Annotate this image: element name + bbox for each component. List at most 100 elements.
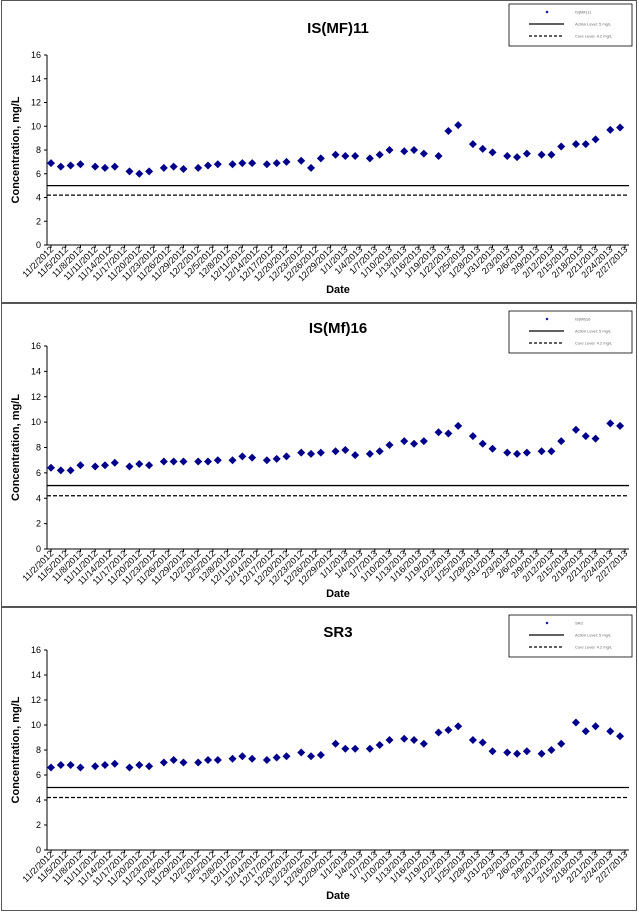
y-tick-label: 4 [36, 493, 41, 503]
data-point [307, 449, 316, 458]
legend-entry-label: Action Level: 5 mg/L [575, 633, 612, 638]
chart-title: IS(Mf)16 [309, 320, 367, 337]
data-point [591, 722, 600, 731]
data-point [351, 744, 360, 753]
data-point [213, 160, 222, 169]
data-point [316, 751, 325, 759]
y-tick-label: 14 [31, 366, 41, 376]
data-point [228, 754, 237, 763]
data-point [513, 749, 522, 758]
data-point [228, 160, 237, 169]
data-point [169, 162, 178, 171]
data-point [365, 154, 374, 163]
data-point [454, 421, 463, 430]
data-point [179, 165, 188, 173]
data-point [503, 151, 512, 160]
data-point [581, 140, 590, 149]
y-tick-label: 6 [36, 169, 41, 179]
data-point [488, 747, 497, 756]
data-point [56, 162, 65, 171]
data-point [616, 421, 625, 430]
data-point [454, 121, 463, 130]
data-point [145, 762, 154, 771]
y-tick-label: 8 [36, 745, 41, 755]
data-point [591, 135, 600, 144]
legend-entry-label: Cure Level: 4.2 mg/L [575, 34, 613, 39]
data-point [522, 448, 531, 457]
data-point [47, 463, 55, 472]
data-point [547, 447, 556, 456]
data-point [557, 437, 566, 446]
y-tick-label: 6 [36, 468, 41, 478]
data-point [194, 758, 203, 767]
data-point [91, 462, 100, 471]
data-point [248, 453, 257, 462]
data-point [444, 127, 453, 135]
chart-svg: IS(MF)11 0 2 4 6 8 10 12 14 16 Concentration, mg/L… [10, 3, 633, 296]
y-tick-label: 16 [31, 50, 41, 60]
data-point [606, 419, 615, 428]
data-point [331, 150, 340, 159]
data-point [513, 449, 522, 458]
data-point [385, 736, 394, 744]
data-point [238, 159, 247, 168]
data-point [169, 756, 178, 764]
y-axis-label: Concentration, mg/L [10, 394, 22, 501]
x-axis-label: Date [326, 588, 350, 600]
y-tick-label: 2 [36, 216, 41, 226]
data-point [213, 756, 222, 764]
data-point [159, 457, 168, 466]
y-tick-label: 16 [31, 341, 41, 351]
y-tick-label: 6 [36, 770, 41, 780]
data-point [385, 440, 394, 449]
data-point [400, 147, 409, 156]
data-point [341, 446, 350, 455]
data-point [66, 466, 75, 475]
data-point [110, 458, 119, 467]
data-point [213, 456, 222, 465]
data-point [125, 763, 134, 772]
data-point [203, 756, 212, 764]
y-tick-label: 4 [36, 193, 41, 203]
data-point [522, 149, 531, 158]
y-tick-label: 14 [31, 670, 41, 680]
data-point [307, 163, 316, 172]
data-point [375, 741, 384, 749]
data-point [297, 448, 306, 457]
legend-entry-label: Cure Level: 4.2 mg/L [575, 341, 613, 346]
data-point [262, 160, 271, 169]
chart-panel-is-mf16: IS(Mf)16 0 2 4 6 8 10 12 14 16 Concentration, mg/L… [1, 303, 637, 607]
x-axis-label: Date [326, 890, 350, 902]
data-point [56, 761, 65, 769]
data-point [91, 162, 100, 171]
data-point [238, 752, 247, 761]
legend-box [508, 310, 633, 354]
data-point [557, 739, 566, 748]
data-point [238, 452, 247, 461]
data-point [468, 140, 477, 149]
data-point [557, 142, 566, 151]
data-point [135, 761, 144, 769]
y-tick-label: 8 [36, 145, 41, 155]
data-point [478, 144, 487, 153]
data-point [47, 159, 55, 168]
legend-box [508, 614, 633, 658]
data-point [316, 448, 325, 457]
data-point [66, 761, 75, 769]
data-point [400, 437, 409, 446]
data-point [110, 162, 119, 171]
data-point [76, 763, 85, 772]
data-point [331, 447, 340, 456]
data-point [91, 762, 100, 771]
data-point [262, 756, 271, 764]
data-point [488, 444, 497, 453]
data-point [169, 457, 178, 466]
legend-marker-swatch [545, 621, 549, 625]
legend-entry-label: IS(Mf)16 [575, 317, 591, 322]
y-tick-label: 2 [36, 820, 41, 830]
data-point [385, 146, 394, 154]
legend-entry-label: Action Level: 5 mg/L [575, 22, 612, 27]
data-point [444, 726, 453, 734]
data-point [179, 758, 188, 767]
